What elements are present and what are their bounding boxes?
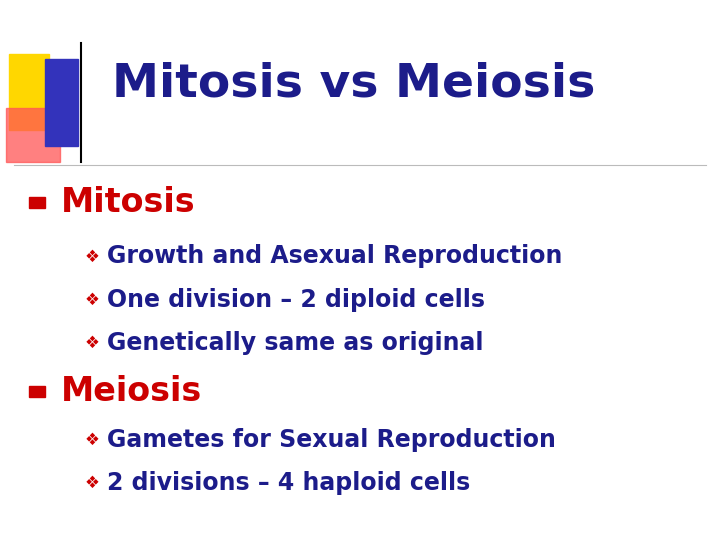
Text: Meiosis: Meiosis xyxy=(61,375,202,408)
Text: Genetically same as original: Genetically same as original xyxy=(107,331,483,355)
Text: ❖: ❖ xyxy=(85,334,100,352)
Text: Growth and Asexual Reproduction: Growth and Asexual Reproduction xyxy=(107,245,562,268)
Bar xyxy=(9,54,49,130)
FancyBboxPatch shape xyxy=(6,108,60,162)
Text: Mitosis: Mitosis xyxy=(61,186,196,219)
Text: ❖: ❖ xyxy=(85,474,100,492)
Text: 2 divisions – 4 haploid cells: 2 divisions – 4 haploid cells xyxy=(107,471,470,495)
Text: Gametes for Sexual Reproduction: Gametes for Sexual Reproduction xyxy=(107,428,555,452)
Bar xyxy=(29,197,45,208)
Text: One division – 2 diploid cells: One division – 2 diploid cells xyxy=(107,288,485,312)
Bar xyxy=(29,386,45,397)
Text: Mitosis vs Meiosis: Mitosis vs Meiosis xyxy=(112,61,595,106)
Text: ❖: ❖ xyxy=(85,247,100,266)
Bar xyxy=(45,59,78,146)
Text: ❖: ❖ xyxy=(85,291,100,309)
Text: ❖: ❖ xyxy=(85,431,100,449)
